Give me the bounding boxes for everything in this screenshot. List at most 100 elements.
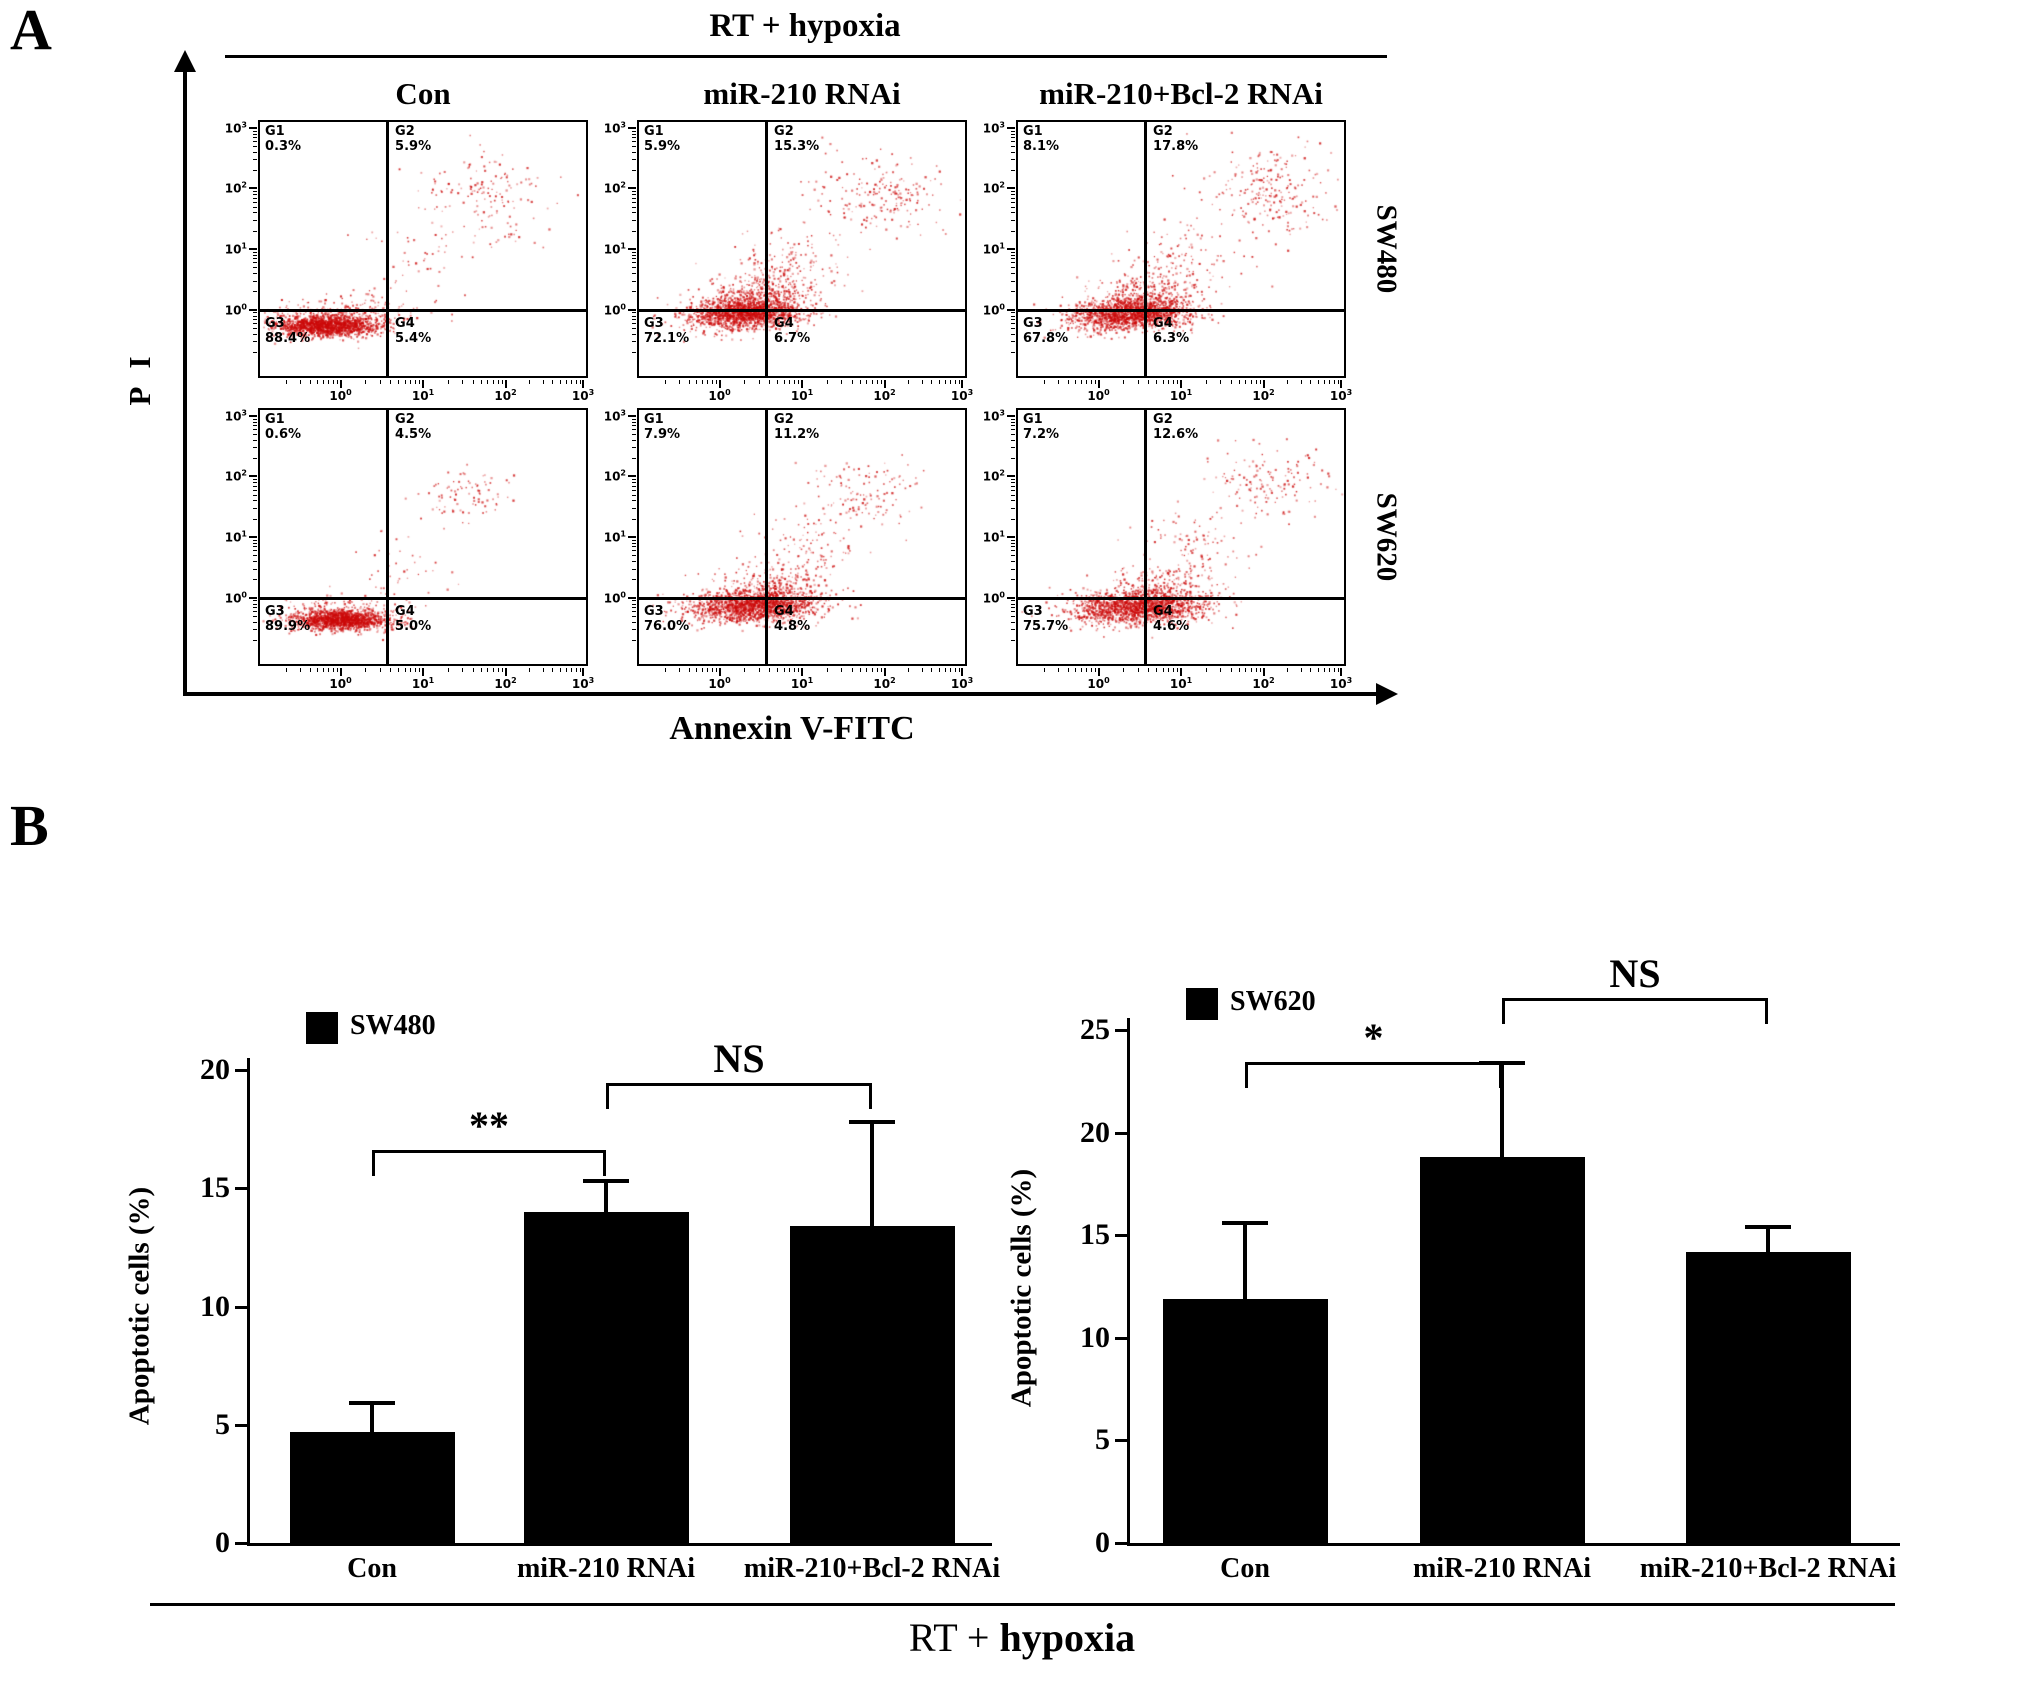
quadrant-hline <box>260 596 586 600</box>
x-minor-tick <box>552 668 554 672</box>
y-minor-tick <box>253 319 257 321</box>
bottom-label-prefix: RT + <box>908 1615 1000 1660</box>
y-minor-tick <box>1011 319 1015 321</box>
quadrant-hline <box>1018 596 1344 600</box>
g3-name: G3 <box>1023 603 1043 619</box>
x-minor-tick <box>1156 380 1158 384</box>
y-minor-tick <box>1011 485 1015 487</box>
g1-percent: 0.3% <box>265 139 302 154</box>
bar <box>523 1211 689 1543</box>
x-minor-tick <box>487 380 489 384</box>
x-minor-tick <box>794 380 795 384</box>
x-minor-tick <box>696 380 698 384</box>
bar <box>1419 1157 1585 1543</box>
y-minor-tick <box>632 611 636 613</box>
x-minor-tick <box>1337 668 1339 672</box>
x-minor-tick <box>944 668 946 672</box>
y-minor-tick <box>253 640 257 641</box>
g3-percent: 88.4% <box>265 330 311 346</box>
x-minor-tick <box>286 380 288 384</box>
x-minor-tick <box>871 668 873 672</box>
y-major-tick <box>628 596 636 599</box>
x-minor-tick <box>336 380 338 384</box>
y-tick-label: 15 <box>1080 1218 1110 1252</box>
legend-swatch <box>1186 988 1218 1020</box>
y-minor-tick <box>253 141 257 143</box>
y-minor-tick <box>1011 479 1015 481</box>
x-minor-tick <box>1250 668 1252 672</box>
g4-name: G4 <box>395 603 415 619</box>
g4-percent: 6.7% <box>774 330 811 346</box>
x-minor-tick <box>492 668 494 672</box>
y-minor-tick <box>632 145 636 147</box>
x-tick-label: 102 <box>873 388 896 403</box>
y-tick-label: 100 <box>224 590 247 606</box>
quadrant-vline <box>764 122 768 376</box>
y-minor-tick <box>1011 421 1015 423</box>
y-minor-tick <box>632 629 636 631</box>
x-minor-tick <box>1317 380 1319 384</box>
x-minor-tick <box>665 668 667 672</box>
y-minor-tick <box>253 629 257 631</box>
y-minor-tick <box>1011 429 1015 431</box>
y-tick <box>235 1542 247 1545</box>
y-minor-tick <box>253 159 257 161</box>
x-major-tick <box>422 668 424 676</box>
y-minor-tick <box>253 561 257 563</box>
y-minor-tick <box>1011 615 1015 617</box>
x-minor-tick <box>880 380 882 384</box>
y-minor-tick <box>632 291 636 293</box>
x-minor-tick <box>286 668 288 672</box>
x-minor-tick <box>1310 380 1312 384</box>
y-minor-tick <box>253 194 257 196</box>
x-minor-tick <box>1081 380 1083 384</box>
y-minor-tick <box>632 141 636 143</box>
x-minor-tick <box>707 668 709 672</box>
y-minor-tick <box>632 137 636 139</box>
g2-name: G2 <box>774 124 794 139</box>
x-minor-tick <box>472 668 474 672</box>
y-minor-tick <box>632 439 636 441</box>
y-tick-label: 100 <box>224 302 247 318</box>
y-minor-tick <box>632 319 636 321</box>
y-minor-tick <box>253 508 257 510</box>
x-major-tick <box>1262 668 1265 676</box>
x-minor-tick <box>1329 668 1331 672</box>
quadrant-g4: G4 6.3% <box>1153 316 1189 346</box>
category-label: miR-210 RNAi <box>1412 1553 1592 1584</box>
x-minor-tick <box>419 668 421 672</box>
x-minor-tick <box>415 380 416 384</box>
y-tick-label: 103 <box>603 408 626 424</box>
x-minor-tick <box>415 668 416 672</box>
y-tick-label: 15 <box>200 1171 230 1205</box>
x-major-tick <box>504 668 507 676</box>
g4-percent: 5.0% <box>395 618 432 634</box>
error-bar-line <box>604 1181 608 1222</box>
y-minor-tick <box>1011 273 1015 275</box>
legend-label: SW480 <box>350 1010 436 1041</box>
y-minor-tick <box>632 201 636 203</box>
x-minor-tick <box>1245 668 1247 672</box>
x-tick-label: 103 <box>950 388 974 403</box>
plot-area: G1 5.9% G2 15.3% G3 72.1% G4 6.7% <box>637 120 967 378</box>
bar <box>1685 1251 1851 1543</box>
y-major-tick <box>628 414 636 417</box>
y-tick-label: 20 <box>200 1053 230 1086</box>
y-minor-tick <box>253 170 257 172</box>
y-minor-tick <box>632 151 636 153</box>
y-tick-label: 100 <box>982 590 1005 606</box>
x-axis-line <box>1127 1543 1900 1546</box>
x-minor-tick <box>1148 668 1150 672</box>
y-minor-tick <box>253 447 257 449</box>
y-minor-tick <box>1011 315 1015 317</box>
y-axis-label: Apoptotic cells (%) <box>1005 1168 1038 1408</box>
category-label: Con <box>1220 1553 1270 1584</box>
x-minor-tick <box>938 668 940 672</box>
y-minor-tick <box>632 603 636 605</box>
error-bar-cap <box>1222 1220 1268 1225</box>
x-tick-label: 102 <box>1252 388 1275 403</box>
y-minor-tick <box>253 439 257 441</box>
y-tick-label: 10 <box>1080 1320 1110 1354</box>
x-minor-tick <box>744 380 746 384</box>
g2-percent: 12.6% <box>1153 427 1199 442</box>
